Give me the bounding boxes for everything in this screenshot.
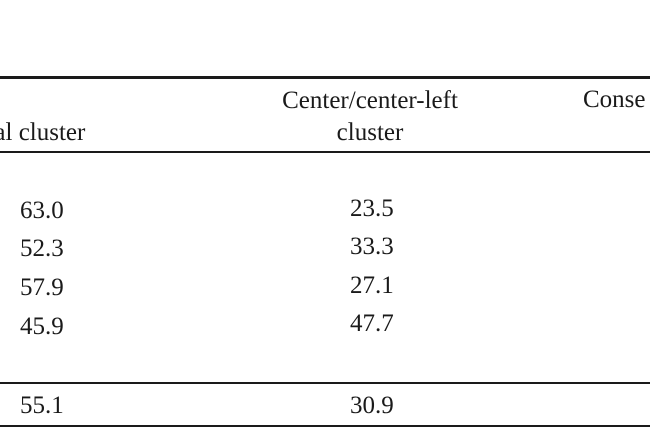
table-cell: 45.9 [20,313,64,340]
header-liberal-cluster: eral cluster [0,119,86,146]
table-cell: 33.3 [350,233,394,260]
total-cell: 30.9 [350,392,394,419]
header-conservative-cluster: Conse [583,86,646,113]
table-cell: 52.3 [20,235,64,262]
table-cell: 27.1 [350,272,394,299]
table-cell: 23.5 [350,195,394,222]
table-top-rule [0,76,650,79]
table-cell: 57.9 [20,274,64,301]
table-cell: 47.7 [350,310,394,337]
table-header-rule [0,151,650,153]
table-total-rule [0,382,650,384]
table-bottom-rule [0,425,650,427]
header-center-left-cluster: Center/center-left cluster [282,87,458,146]
table-cell: 63.0 [20,197,64,224]
total-cell: 55.1 [20,392,64,419]
